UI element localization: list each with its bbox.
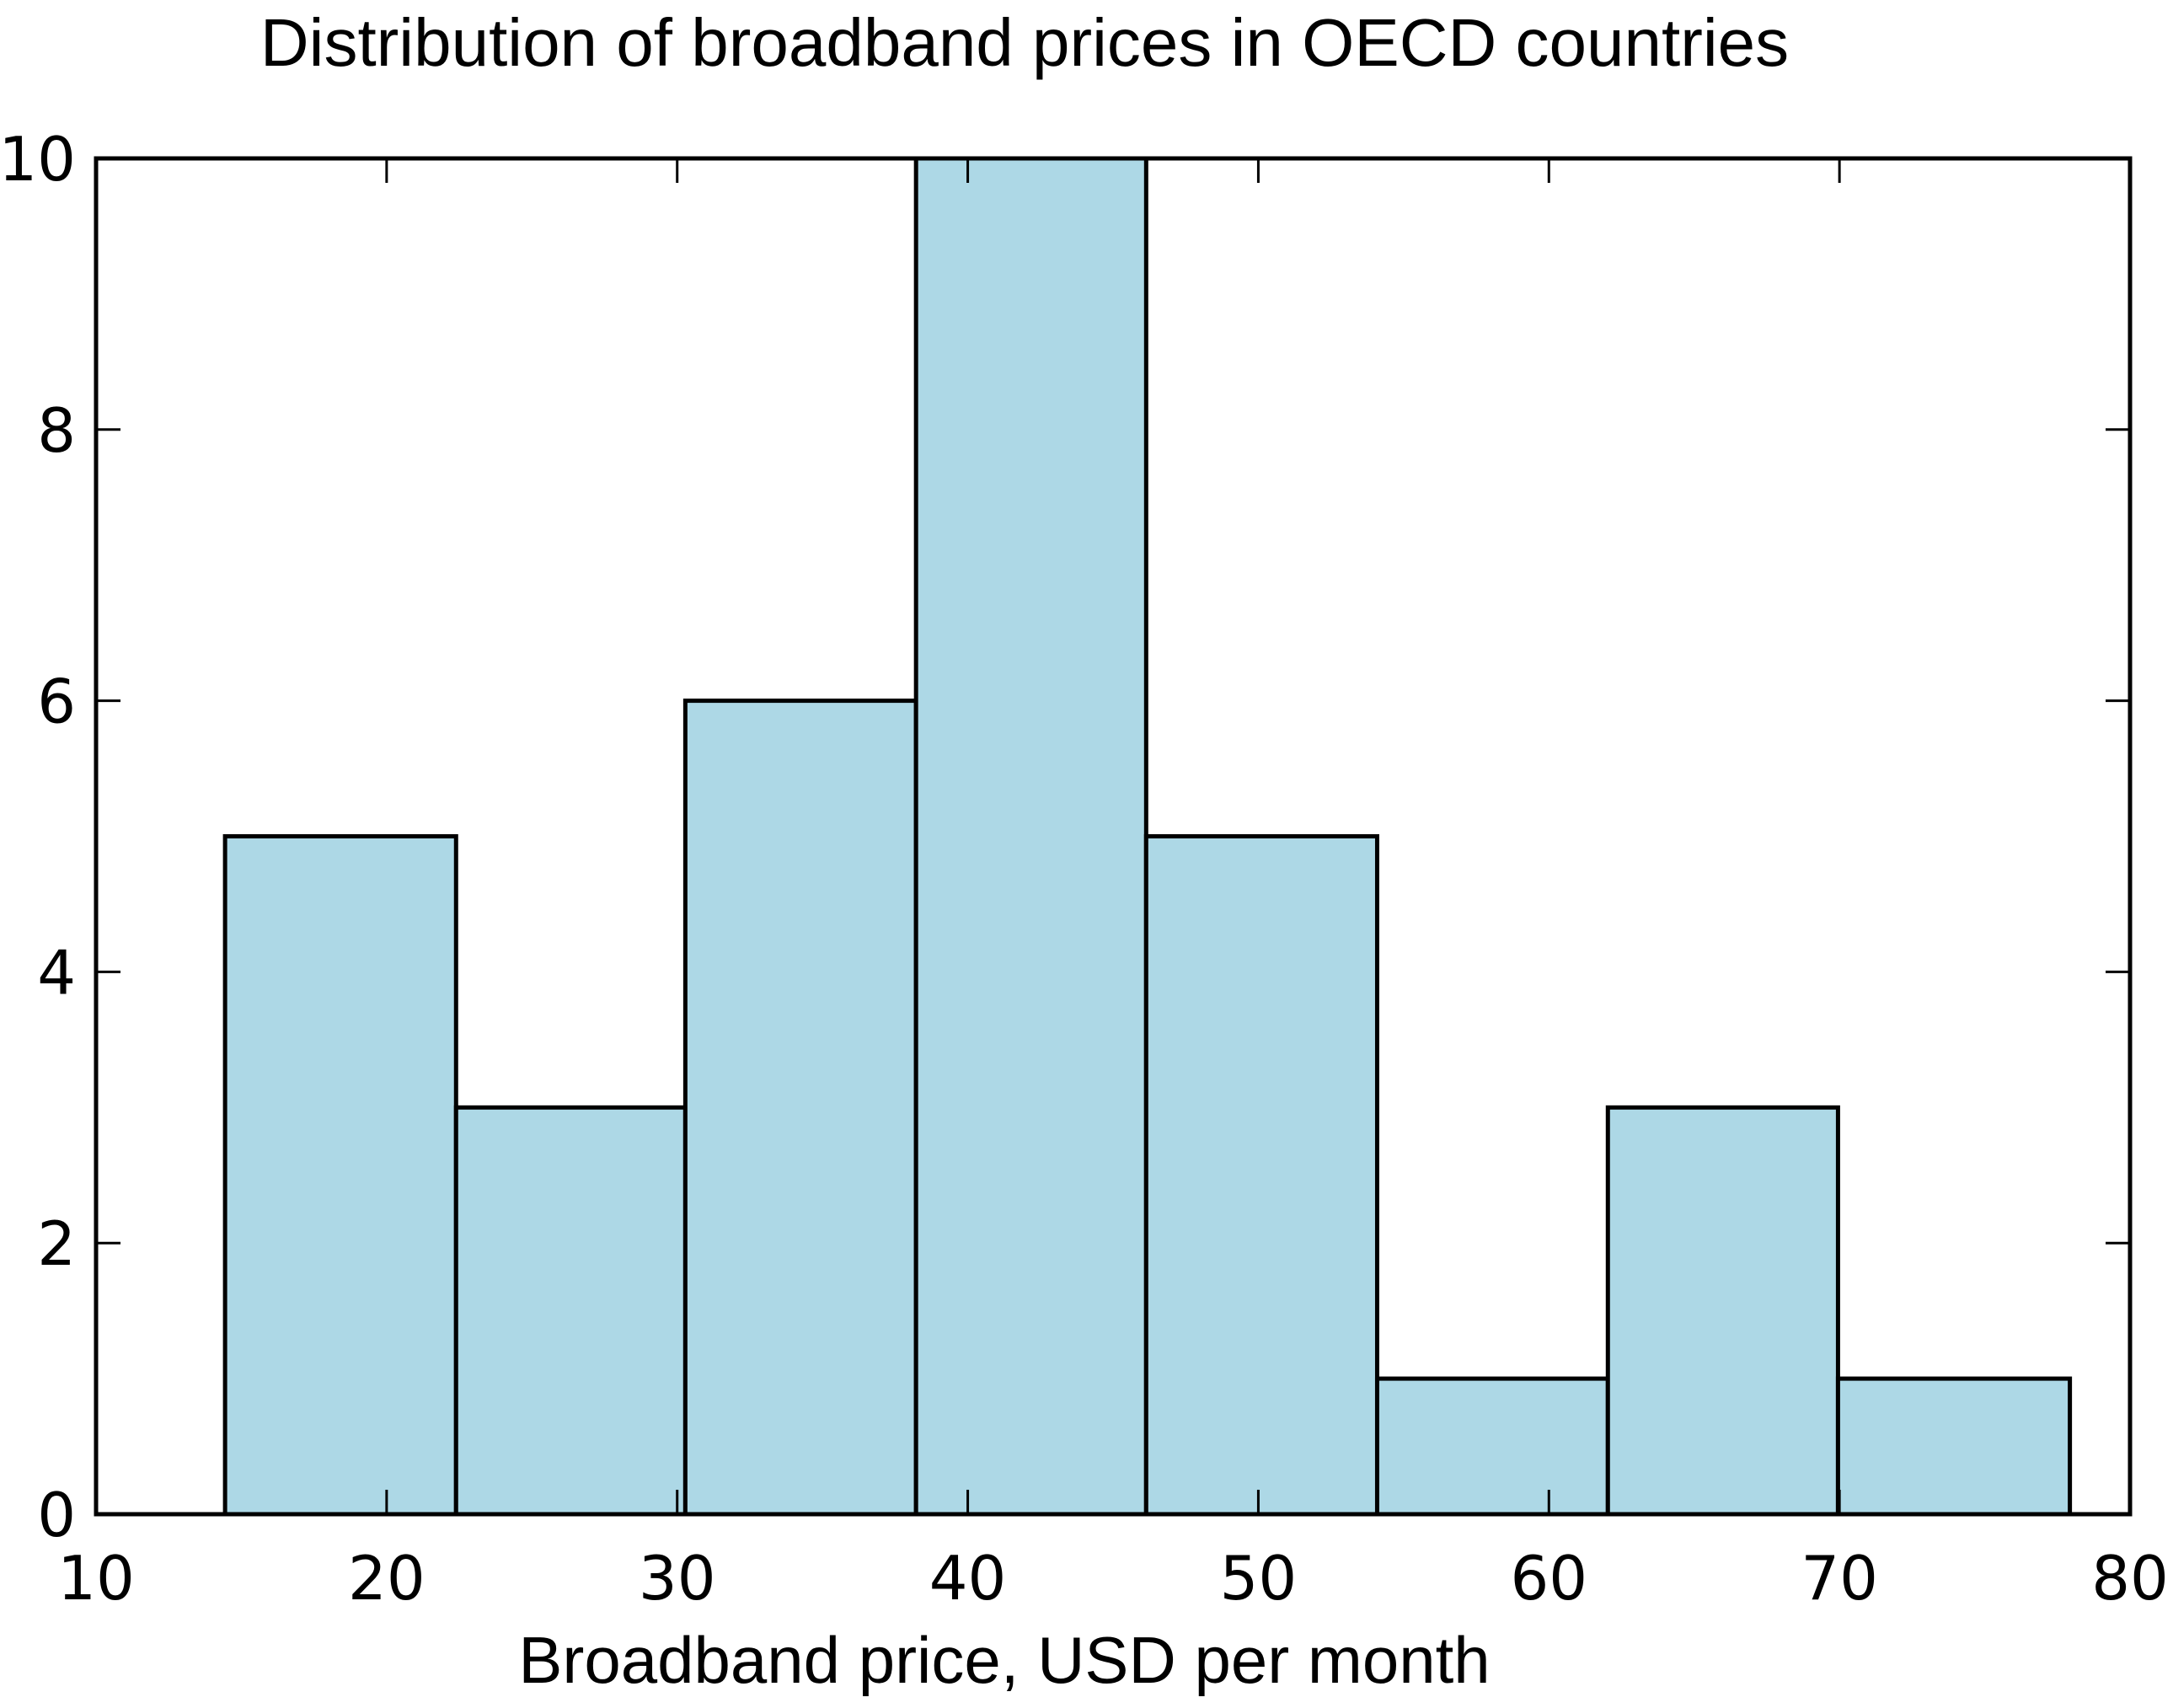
y-tick-label: 0 xyxy=(37,1480,76,1550)
x-tick-label: 10 xyxy=(57,1543,135,1614)
y-tick-label: 4 xyxy=(37,937,76,1008)
histogram-bar xyxy=(1374,1376,1610,1517)
y-tick-label: 2 xyxy=(37,1208,76,1279)
x-tick-label: 50 xyxy=(1220,1543,1298,1614)
x-tick-label: 30 xyxy=(639,1543,716,1614)
plot-frame xyxy=(94,156,2133,1517)
histogram-bars xyxy=(222,156,2073,1517)
x-tick-labels: 10 20 30 40 50 60 70 80 xyxy=(57,1543,2169,1614)
y-tick-labels: 0 2 4 6 8 10 xyxy=(0,124,76,1550)
y-tick-label: 8 xyxy=(37,395,76,466)
x-tick-label: 70 xyxy=(1801,1543,1878,1614)
x-axis-label: Broadband price, USD per month xyxy=(518,1623,1490,1697)
x-tick-label: 20 xyxy=(348,1543,426,1614)
histogram-bar xyxy=(1143,834,1379,1517)
histogram-bar xyxy=(913,156,1148,1517)
histogram-bar xyxy=(453,1105,688,1517)
y-tick-label: 6 xyxy=(37,667,76,737)
histogram-bar xyxy=(1835,1376,2073,1517)
histogram-bar xyxy=(1605,1105,1840,1517)
y-tick-label: 10 xyxy=(0,124,76,195)
histogram-bar xyxy=(222,834,458,1517)
x-tick-label: 80 xyxy=(2091,1543,2169,1614)
histogram-bar xyxy=(682,699,918,1517)
x-tick-label: 60 xyxy=(1510,1543,1587,1614)
x-tick-label: 40 xyxy=(929,1543,1007,1614)
chart-title: Distribution of broadband prices in OECD… xyxy=(260,5,1789,80)
